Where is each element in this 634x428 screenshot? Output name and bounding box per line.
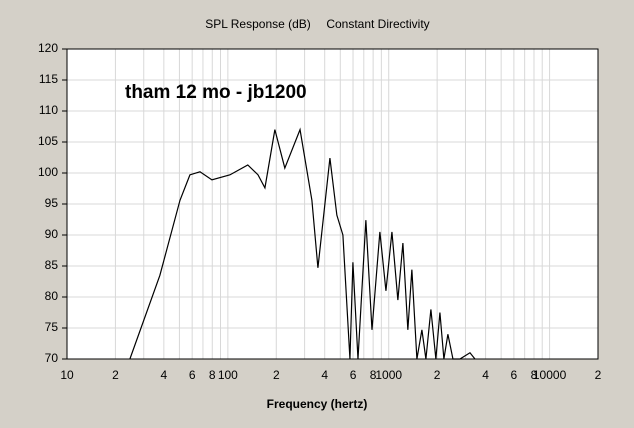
y-tick-label: 95 (45, 196, 59, 210)
marks (129, 127, 476, 360)
x-tick-label: 6 (350, 368, 357, 382)
x-tick-label: 4 (161, 368, 168, 382)
x-tick-label: 8 (531, 368, 538, 382)
annotation: tham 12 mo - jb1200 (125, 82, 307, 103)
y-tick-label: 70 (45, 351, 59, 365)
x-tick-label: 2 (595, 368, 602, 382)
x-tick-label: 8 (209, 368, 216, 382)
x-tick-label: 10 (60, 368, 74, 382)
x-tick-label: 100 (218, 368, 238, 382)
x-tick-label: 10000 (533, 368, 567, 382)
x-tick-label: 8 (370, 368, 377, 382)
y-tick-label: 115 (39, 72, 58, 86)
series-line (129, 127, 476, 360)
x-tick-label: 2 (273, 368, 280, 382)
y-tick-label: 75 (45, 320, 59, 334)
x-tick-label: 2 (112, 368, 119, 382)
x-axis-label: Frequency (hertz) (267, 397, 368, 411)
y-tick-label: 85 (45, 258, 59, 272)
x-tick-label: 1000 (375, 368, 402, 382)
x-tick-label: 2 (434, 368, 441, 382)
x-tick-label: 6 (189, 368, 196, 382)
y-tick-label: 80 (45, 289, 59, 303)
y-tick-label: 90 (45, 227, 59, 241)
chart-subtitle: Constant Directivity (326, 17, 429, 31)
y-tick-label: 120 (38, 41, 58, 55)
chart-title: SPL Response (dB) (205, 17, 311, 31)
y-tick-label: 105 (38, 134, 58, 148)
x-tick-label: 4 (482, 368, 489, 382)
y-tick-label: 110 (39, 103, 58, 117)
x-tick-label: 4 (321, 368, 328, 382)
y-tick-label: 100 (38, 165, 58, 179)
x-tick-label: 6 (511, 368, 518, 382)
